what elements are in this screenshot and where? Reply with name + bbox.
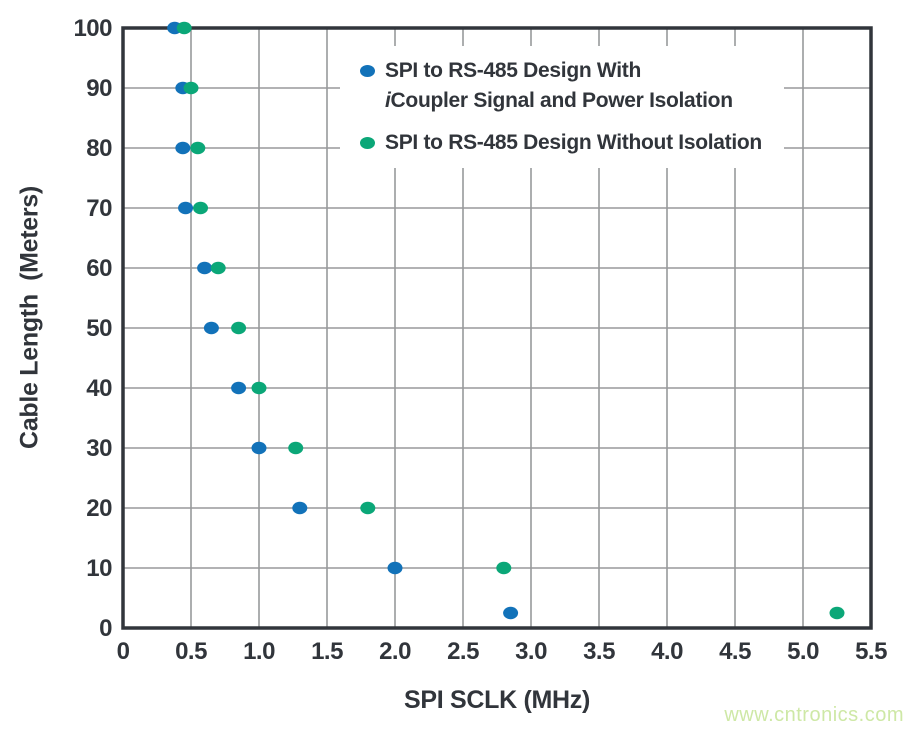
x-axis-title: SPI SCLK (MHz) xyxy=(403,686,591,714)
data-point-with-isolation xyxy=(175,141,191,155)
x-tick-label: 4.5 xyxy=(719,638,751,665)
data-point-without-isolation xyxy=(251,381,267,395)
data-point-without-isolation xyxy=(183,81,199,95)
data-point-without-isolation xyxy=(190,141,206,155)
x-tick-label: 4.0 xyxy=(651,638,683,665)
plot-frame xyxy=(121,26,873,630)
y-tick-label: 0 xyxy=(99,615,112,642)
y-tick-label: 70 xyxy=(86,195,112,222)
y-tick-label: 50 xyxy=(86,315,112,342)
legend-marker-without-isolation-icon xyxy=(360,137,375,149)
data-point-with-isolation xyxy=(387,561,403,575)
legend: SPI to RS-485 Design With iCoupler Signal… xyxy=(340,46,784,168)
x-tick-label: 3.0 xyxy=(515,638,547,665)
x-tick-label: 2.5 xyxy=(447,638,479,665)
y-tick-label: 60 xyxy=(86,255,112,282)
x-tick-label: 5.0 xyxy=(787,638,819,665)
data-point-with-isolation xyxy=(292,501,308,515)
x-tick-label: 1.0 xyxy=(243,638,275,665)
legend-label-without-isolation: SPI to RS-485 Design Without Isolation xyxy=(385,131,762,154)
legend-item-without-isolation: SPI to RS-485 Design Without Isolation xyxy=(352,128,762,158)
y-tick-label: 20 xyxy=(86,495,112,522)
data-point-with-isolation xyxy=(251,441,267,455)
y-axis-title: Cable Length (Meters) xyxy=(15,186,44,449)
y-tick-label: 10 xyxy=(86,555,112,582)
data-point-without-isolation xyxy=(496,561,512,575)
data-point-without-isolation xyxy=(288,441,304,455)
x-tick-label: 5.5 xyxy=(855,638,887,665)
data-point-without-isolation xyxy=(829,606,845,620)
y-tick-label: 100 xyxy=(73,15,112,42)
data-point-without-isolation xyxy=(210,261,226,275)
legend-item-with-isolation: SPI to RS-485 Design With iCoupler Signal… xyxy=(352,56,762,116)
y-tick-label: 80 xyxy=(86,135,112,162)
x-tick-label: 2.0 xyxy=(379,638,411,665)
data-point-with-isolation xyxy=(231,381,247,395)
x-tick-label: 0 xyxy=(117,638,130,665)
watermark: www.cntronics.com xyxy=(724,704,904,726)
legend-marker-with-isolation-icon xyxy=(360,65,375,77)
y-tick-label: 30 xyxy=(86,435,112,462)
data-point-without-isolation xyxy=(193,201,209,215)
x-tick-label: 1.5 xyxy=(311,638,343,665)
data-point-with-isolation xyxy=(178,201,194,215)
data-point-with-isolation xyxy=(203,321,219,335)
legend-label-with-isolation: SPI to RS-485 Design With iCoupler Signal… xyxy=(385,59,733,112)
data-point-without-isolation xyxy=(231,321,247,335)
y-tick-label: 40 xyxy=(86,375,112,402)
data-point-with-isolation xyxy=(197,261,213,275)
data-point-with-isolation xyxy=(503,606,519,620)
y-tick-label: 90 xyxy=(86,75,112,102)
data-point-without-isolation xyxy=(176,21,192,35)
data-point-without-isolation xyxy=(360,501,376,515)
x-tick-label: 0.5 xyxy=(175,638,207,665)
x-tick-label: 3.5 xyxy=(583,638,615,665)
